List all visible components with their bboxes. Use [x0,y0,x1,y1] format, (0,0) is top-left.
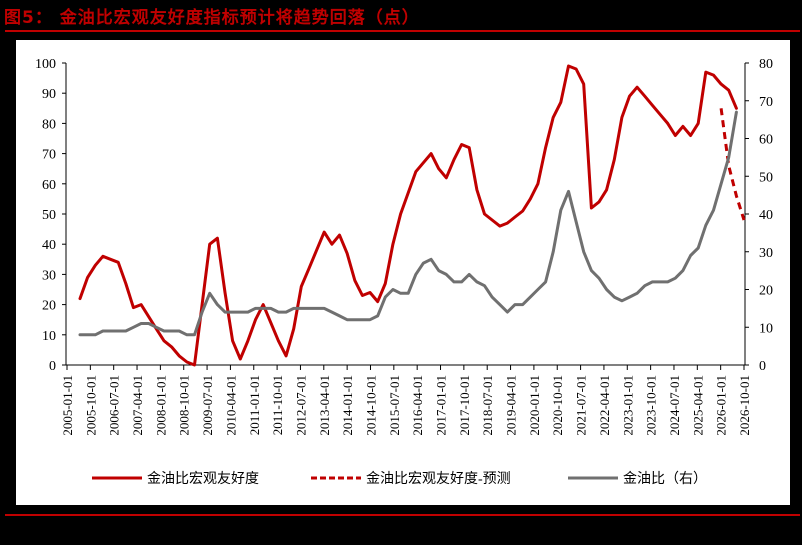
x-tick-label: 2023-01-01 [620,375,635,436]
right-tick-label: 0 [759,359,766,374]
left-tick-label: 90 [42,87,56,102]
x-tick-label: 2010-04-01 [223,375,238,436]
x-tick-label: 2009-07-01 [200,375,215,436]
x-tick-label: 2015-07-01 [387,375,402,436]
x-tick-label: 2018-07-01 [480,375,495,436]
x-tick-label: 2011-01-01 [247,375,262,435]
x-tick-label: 2026-10-01 [737,375,752,436]
x-tick-label: 2020-10-01 [550,375,565,436]
x-tick-label: 2026-01-01 [714,375,729,436]
x-tick-label: 2005-10-01 [83,375,98,436]
x-tick-label: 2022-04-01 [597,375,612,436]
bottom-divider [5,514,800,516]
left-tick-label: 0 [49,359,56,374]
x-tick-label: 2012-07-01 [293,375,308,436]
x-tick-label: 2005-01-01 [60,375,75,436]
x-tick-label: 2013-04-01 [317,375,332,436]
x-tick-label: 2014-01-01 [340,375,355,436]
right-tick-label: 80 [759,57,773,72]
x-tick-label: 2008-01-01 [153,375,168,436]
left-tick-label: 50 [42,208,56,223]
figure-title: 图5： 金油比宏观友好度指标预计将趋势回落（点） [4,8,420,28]
legend-label: 金油比宏观友好度 [147,471,259,487]
left-tick-label: 80 [42,117,56,132]
right-tick-label: 20 [759,284,773,299]
left-tick-label: 60 [42,178,56,193]
left-tick-label: 70 [42,148,56,163]
x-tick-label: 2025-04-01 [690,375,705,436]
right-tick-label: 30 [759,246,773,261]
x-tick-label: 2020-01-01 [527,375,542,436]
axes: 0 10 20 30 40 50 60 70 80 90 100 0 10 20 30 40 50 60 70 80 2… [35,57,773,436]
right-tick-label: 50 [759,170,773,185]
right-tick-label: 60 [759,133,773,148]
x-tick-label: 2008-10-01 [177,375,192,436]
left-tick-label: 30 [42,268,56,283]
left-tick-label: 10 [42,329,56,344]
series-line-1 [719,108,746,221]
x-tick-label: 2019-04-01 [504,375,519,436]
x-tick-label: 2016-04-01 [410,375,425,436]
legend: 金油比宏观友好度 金油比宏观友好度-预测 金油比（右） [92,471,707,487]
x-tick-label: 2006-07-01 [107,375,122,436]
x-tick-label: 2023-10-01 [644,375,659,436]
x-tick-label: 2017-01-01 [434,375,449,436]
legend-label: 金油比（右） [623,471,707,487]
title-divider [5,30,800,32]
left-tick-label: 20 [42,299,56,314]
legend-label: 金油比宏观友好度-预测 [366,471,511,487]
right-tick-label: 70 [759,95,773,110]
series-line-0 [78,64,738,367]
plot-lines [78,64,746,367]
left-tick-label: 100 [35,57,56,72]
x-tick-label: 2007-04-01 [130,375,145,436]
x-tick-label: 2011-10-01 [270,375,285,435]
x-tick-label: 2021-07-01 [574,375,589,436]
x-tick-label: 2024-07-01 [667,375,682,436]
right-tick-label: 10 [759,321,773,336]
right-tick-label: 40 [759,208,773,223]
x-tick-label: 2014-10-01 [363,375,378,436]
series-line-2 [78,110,738,337]
left-tick-label: 40 [42,238,56,253]
x-tick-label: 2017-10-01 [457,375,472,436]
